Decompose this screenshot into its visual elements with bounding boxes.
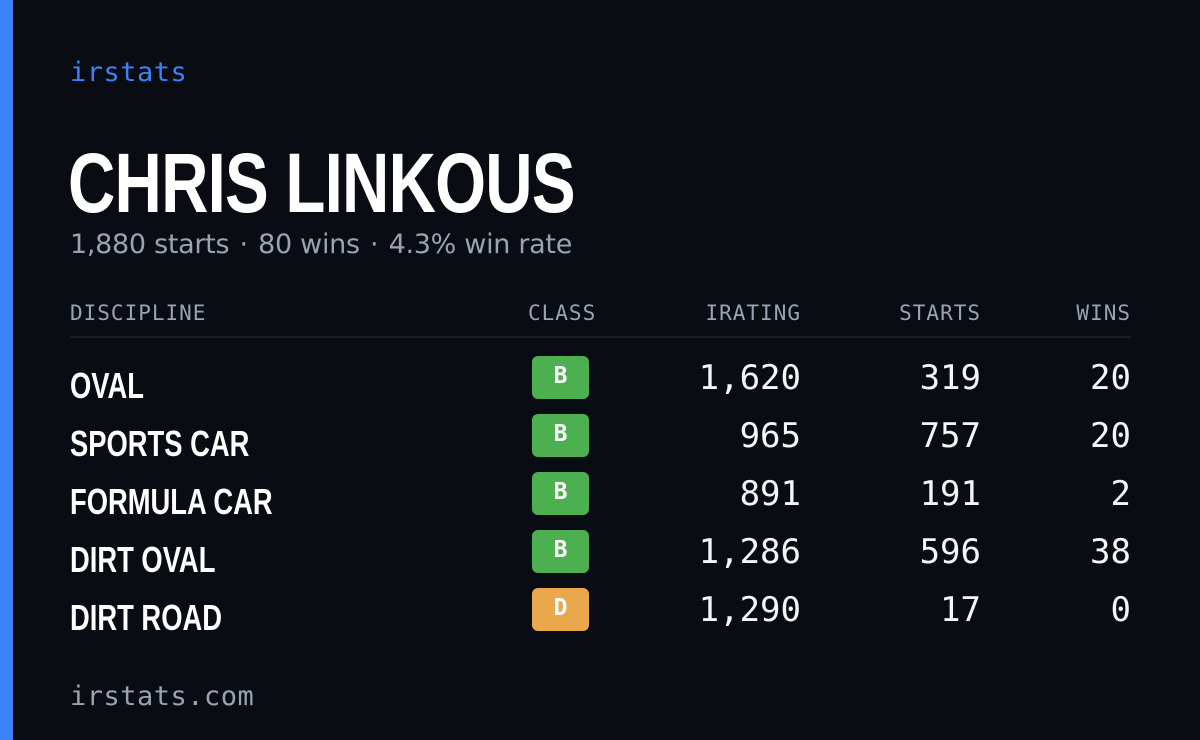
table-row: DIRT ROAD D 1,290 17 0 xyxy=(70,586,1131,644)
class-badge: D xyxy=(532,588,589,631)
wins-value: 38 xyxy=(1090,532,1131,572)
class-badge: B xyxy=(532,356,589,399)
header-discipline: DISCIPLINE xyxy=(70,301,207,325)
summary-separator: · xyxy=(239,229,249,260)
wins-value: 2 xyxy=(1110,474,1131,514)
table-header: DISCIPLINE CLASS IRATING STARTS WINS xyxy=(70,296,1131,338)
header-wins: WINS xyxy=(1076,301,1131,325)
irating-value: 965 xyxy=(739,416,801,456)
discipline-name: OVAL xyxy=(70,365,144,406)
brand-logo-text: irstats xyxy=(70,57,188,88)
discipline-name: FORMULA CAR xyxy=(70,481,273,522)
header-starts: STARTS xyxy=(899,301,981,325)
starts-value: 191 xyxy=(919,474,981,514)
driver-summary: 1,880 starts · 80 wins · 4.3% win rate xyxy=(70,228,572,262)
wins-value: 0 xyxy=(1110,590,1131,630)
accent-bar xyxy=(0,0,13,740)
class-badge: B xyxy=(532,530,589,573)
summary-win-rate: 4.3% win rate xyxy=(388,229,573,260)
table-row: SPORTS CAR B 965 757 20 xyxy=(70,412,1131,470)
discipline-name: SPORTS CAR xyxy=(70,423,250,464)
header-irating: IRATING xyxy=(705,301,801,325)
class-badge: B xyxy=(532,472,589,515)
table-body: OVAL B 1,620 319 20 SPORTS CAR B 965 757… xyxy=(70,354,1131,644)
table-row: DIRT OVAL B 1,286 596 38 xyxy=(70,528,1131,586)
summary-separator: · xyxy=(370,229,379,260)
class-badge: B xyxy=(532,414,589,457)
irating-value: 891 xyxy=(739,474,801,514)
discipline-stats-table: DISCIPLINE CLASS IRATING STARTS WINS OVA… xyxy=(70,296,1131,644)
starts-value: 757 xyxy=(919,416,981,456)
header-class: CLASS xyxy=(528,301,597,325)
summary-starts: 1,880 starts xyxy=(70,229,230,260)
table-row: OVAL B 1,620 319 20 xyxy=(70,354,1131,412)
wins-value: 20 xyxy=(1090,416,1131,456)
wins-value: 20 xyxy=(1090,358,1131,398)
driver-name: CHRIS LINKOUS xyxy=(68,136,576,230)
starts-value: 17 xyxy=(940,590,981,630)
irating-value: 1,290 xyxy=(698,590,801,630)
footer-site-link: irstats.com xyxy=(70,681,255,712)
discipline-name: DIRT OVAL xyxy=(70,539,216,580)
table-row: FORMULA CAR B 891 191 2 xyxy=(70,470,1131,528)
irating-value: 1,620 xyxy=(698,358,801,398)
starts-value: 596 xyxy=(919,532,981,572)
discipline-name: DIRT ROAD xyxy=(70,597,222,638)
summary-wins: 80 wins xyxy=(258,229,360,260)
starts-value: 319 xyxy=(919,358,981,398)
irating-value: 1,286 xyxy=(698,532,801,572)
